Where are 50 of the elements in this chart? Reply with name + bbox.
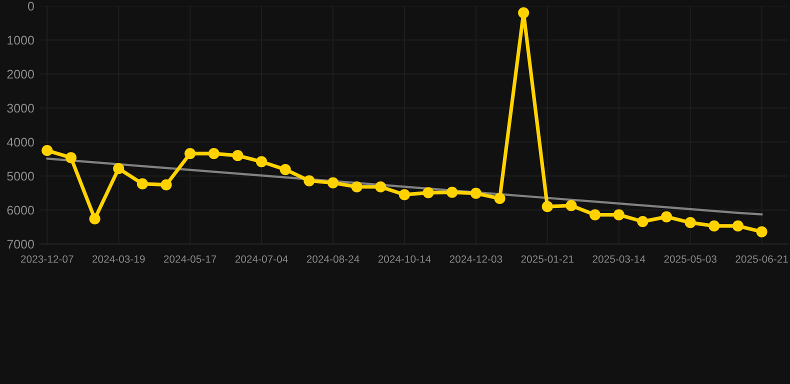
- y-tick-label: 1000: [8, 36, 34, 45]
- point: [304, 175, 315, 186]
- point: [708, 220, 720, 232]
- point: [160, 179, 172, 190]
- point: [756, 226, 768, 238]
- y-tick-label: 3000: [7, 104, 34, 113]
- x-tick-label: 2025-01-21: [521, 255, 574, 263]
- point: [589, 209, 601, 220]
- point: [89, 213, 100, 224]
- y-tick-label: 5000: [7, 172, 34, 181]
- point: [280, 164, 291, 176]
- point: [470, 188, 482, 199]
- y-tick-label: 6000: [7, 206, 34, 215]
- point: [732, 220, 744, 232]
- point: [398, 189, 410, 200]
- y-tick-label: 0: [28, 2, 34, 11]
- x-tick-label: 2024-07-04: [235, 255, 288, 263]
- point: [518, 7, 530, 18]
- point: [494, 192, 506, 204]
- point: [684, 217, 696, 228]
- point: [446, 186, 458, 198]
- y-tick-label: 2000: [7, 70, 34, 79]
- point: [256, 156, 268, 168]
- x-tick-label: 2025-06-21: [736, 255, 788, 263]
- point: [375, 181, 386, 192]
- point: [542, 201, 553, 212]
- point: [42, 144, 53, 156]
- x-tick-label: 2025-05-03: [664, 255, 717, 263]
- x-tick-label: 2025-03-14: [592, 255, 646, 263]
- x-tick-label: 2024-08-24: [306, 255, 360, 263]
- y-tick-label: 7000: [7, 240, 34, 249]
- point: [660, 211, 672, 222]
- point: [327, 177, 339, 188]
- point: [232, 150, 244, 162]
- point: [422, 187, 434, 198]
- point: [65, 152, 77, 164]
- point: [113, 162, 124, 174]
- x-tick-label: 2024-12-03: [450, 255, 502, 263]
- x-tick-label: 2023-12-07: [21, 255, 74, 263]
- point: [637, 216, 648, 228]
- x-tick-label: 2024-05-17: [164, 255, 216, 263]
- point: [566, 200, 577, 212]
- y-tick-label: 4000: [6, 138, 34, 147]
- point: [208, 148, 220, 160]
- point: [184, 148, 196, 160]
- point: [136, 178, 148, 190]
- x-tick-label: 2024-10-14: [378, 255, 431, 263]
- point: [613, 209, 624, 220]
- point: [351, 181, 362, 192]
- x-tick-label: 2024-03-19: [92, 255, 145, 263]
